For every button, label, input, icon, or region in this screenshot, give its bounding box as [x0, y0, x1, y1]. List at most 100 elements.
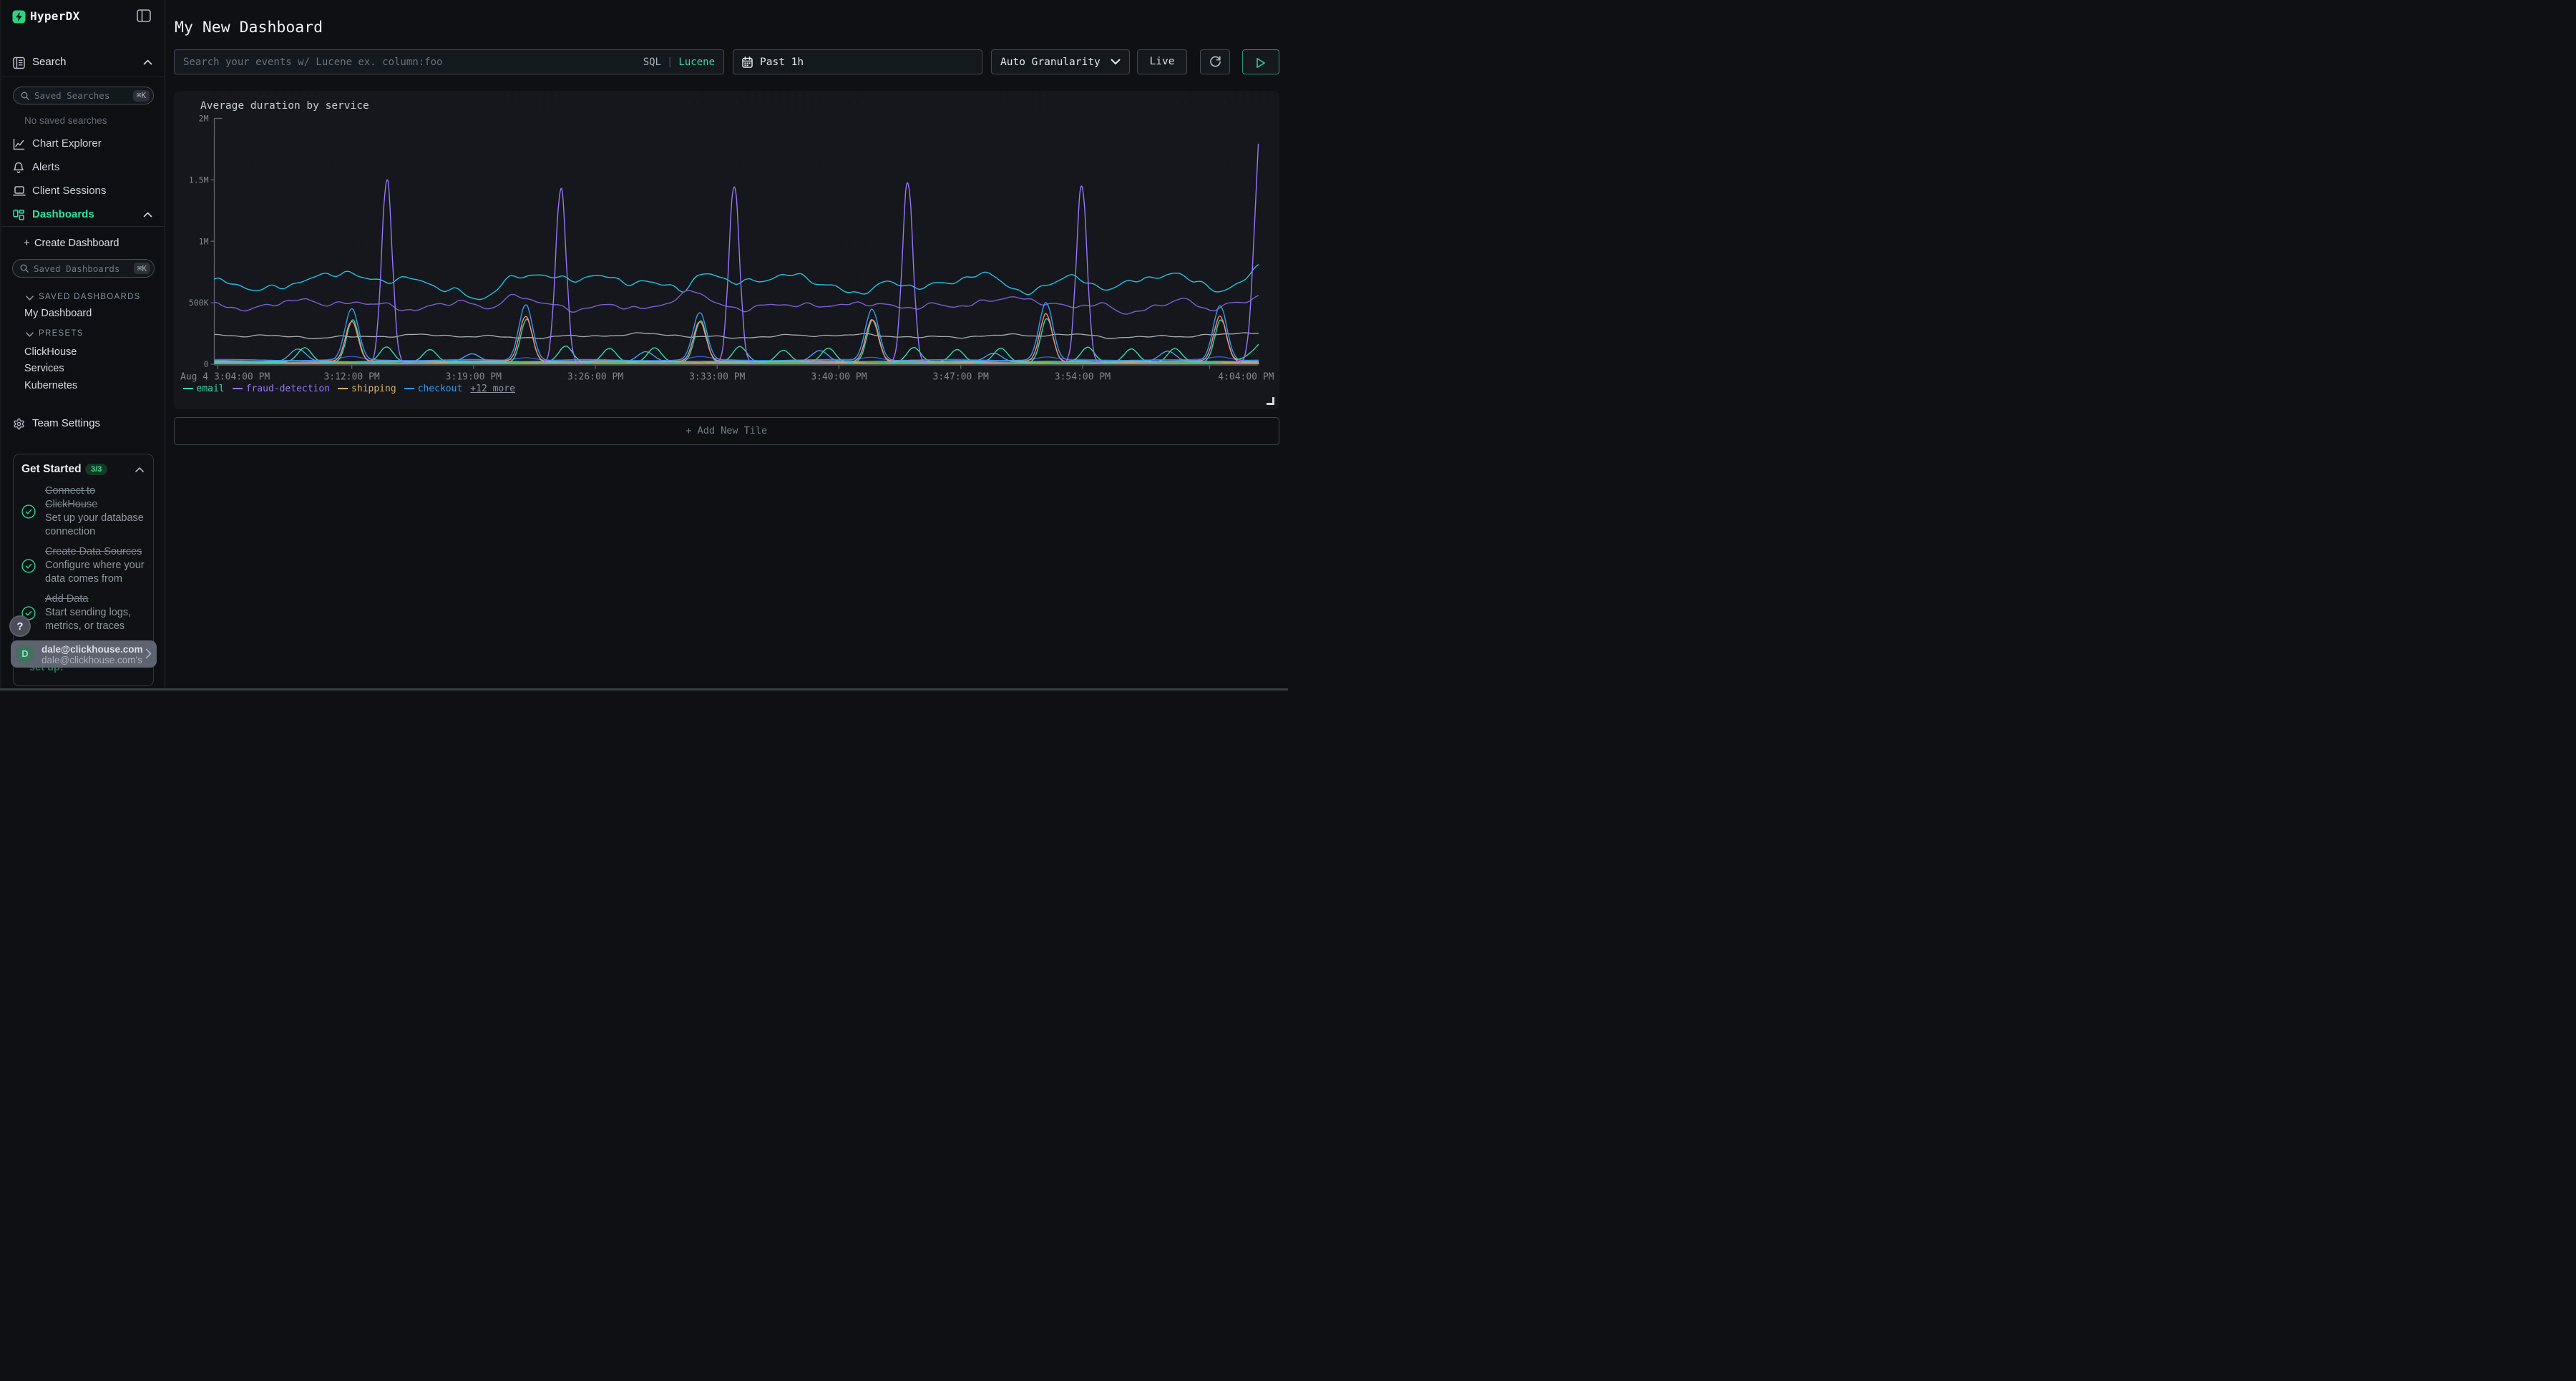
get-started-progress-badge: 3/3 [85, 464, 108, 475]
sidebar-collapse-icon[interactable] [137, 9, 151, 22]
svg-text:3:26:00 PM: 3:26:00 PM [567, 371, 623, 382]
svg-text:3:40:00 PM: 3:40:00 PM [811, 371, 867, 382]
sidebar-item-services[interactable]: Services [24, 363, 64, 374]
saved-searches-input[interactable]: Saved Searches ⌘K [13, 87, 154, 104]
sidebar-item-label: Client Sessions [32, 185, 107, 197]
presets-header[interactable]: PRESETS [1, 328, 165, 340]
lucene-toggle[interactable]: Lucene [678, 56, 715, 68]
user-menu[interactable]: D dale@clickhouse.com dale@clickhouse.co… [11, 640, 157, 668]
bell-icon [13, 162, 24, 174]
saved-dashboards-placeholder: Saved Dashboards [34, 263, 120, 274]
event-search-input[interactable]: Search your events w/ Lucene ex. column:… [174, 49, 724, 74]
team-settings-label: Team Settings [32, 417, 101, 429]
legend-more-link[interactable]: +12 more [470, 383, 515, 394]
saved-dashboards-header[interactable]: SAVED DASHBOARDS [1, 292, 165, 303]
calendar-icon [742, 56, 753, 68]
search-icon [21, 92, 29, 100]
sidebar-item-my-dashboard[interactable]: My Dashboard [24, 308, 92, 319]
refresh-icon [1209, 56, 1221, 67]
legend-swatch [404, 388, 414, 389]
chart-title: Average duration by service [200, 99, 369, 112]
main-area: My New Dashboard Search your events w/ L… [166, 0, 1288, 688]
legend-label: fraud-detection [245, 383, 331, 394]
sidebar-item-dashboards[interactable]: Dashboards [1, 203, 165, 227]
get-started-item[interactable]: Connect to ClickHouse Set up your databas… [21, 484, 145, 539]
svg-text:3:54:00 PM: 3:54:00 PM [1054, 371, 1110, 382]
page-title: My New Dashboard [175, 19, 323, 36]
saved-dashboards-input[interactable]: Saved Dashboards ⌘K [12, 259, 155, 278]
get-started-item-title: Add Data [45, 593, 89, 605]
chevron-up-icon[interactable] [143, 212, 152, 218]
get-started-item[interactable]: Add Data Start sending logs, metrics, or … [21, 592, 145, 633]
search-section-icon [13, 57, 25, 69]
sidebar-item-kubernetes[interactable]: Kubernetes [24, 379, 78, 391]
chevron-up-icon[interactable] [135, 467, 144, 472]
user-email: dale@clickhouse.com [42, 643, 143, 655]
legend-item-email[interactable]: email [182, 384, 225, 394]
granularity-select[interactable]: Auto Granularity [991, 49, 1130, 74]
legend-swatch [182, 388, 193, 389]
create-dashboard-button[interactable]: + Create Dashboard [1, 236, 165, 252]
sidebar-item-team-settings[interactable]: Team Settings [1, 415, 165, 434]
get-started-item-subtitle: Start sending logs, metrics, or traces [45, 607, 132, 632]
get-started-item-title: Connect to ClickHouse [45, 485, 98, 510]
get-started-item-title: Create Data Sources [45, 546, 142, 557]
legend-item-fraud-detection[interactable]: fraud-detection [232, 383, 331, 394]
svg-text:0: 0 [203, 359, 208, 369]
get-started-item-subtitle: Set up your database connection [45, 512, 144, 537]
get-started-items: Connect to ClickHouse Set up your databas… [14, 484, 153, 633]
live-button[interactable]: Live [1137, 49, 1187, 74]
search-icon [20, 264, 29, 273]
sidebar-item-search[interactable]: Search [1, 54, 165, 72]
sidebar-item-label: Dashboards [32, 208, 94, 220]
user-org: dale@clickhouse.com's [42, 654, 142, 665]
sidebar: HyperDX Search Saved Searches ⌘K No save… [0, 0, 165, 688]
sql-toggle[interactable]: SQL [643, 56, 661, 68]
svg-text:1.5M: 1.5M [188, 175, 208, 185]
legend-item-checkout[interactable]: checkout [404, 383, 463, 394]
language-toggle: SQL | Lucene [643, 57, 715, 68]
get-started-title: Get Started [21, 463, 82, 475]
event-search-placeholder: Search your events w/ Lucene ex. column:… [183, 56, 443, 68]
gear-icon [13, 418, 25, 430]
no-saved-searches-note: No saved searches [24, 115, 107, 126]
sidebar-item-alerts[interactable]: Alerts [1, 156, 165, 180]
svg-text:3:12:00 PM: 3:12:00 PM [323, 371, 379, 382]
help-button[interactable]: ? [9, 615, 31, 637]
divider [1, 226, 165, 227]
brand-name: HyperDX [30, 9, 80, 23]
laptop-icon [13, 185, 26, 197]
chart-tile: Average duration by service 0 500K 1M 1.5M 2… [173, 90, 1280, 409]
chart-legend: email fraud-detection shipping checkout +12 … [182, 382, 515, 395]
svg-text:Aug 4 3:04:00 PM: Aug 4 3:04:00 PM [180, 371, 270, 382]
add-new-tile-button[interactable]: + Add New Tile [173, 417, 1279, 445]
sidebar-item-chart-explorer[interactable]: Chart Explorer [1, 132, 165, 156]
sidebar-item-label: Chart Explorer [32, 137, 102, 150]
sidebar-item-client-sessions[interactable]: Client Sessions [1, 180, 165, 203]
svg-text:3:33:00 PM: 3:33:00 PM [689, 371, 745, 382]
get-started-header[interactable]: Get Started 3/3 [14, 454, 153, 480]
svg-text:4:04:00 PM: 4:04:00 PM [1218, 371, 1274, 382]
time-range-value: Past 1h [760, 56, 804, 68]
tile-resize-handle[interactable] [1267, 396, 1274, 405]
sidebar-item-label: Alerts [32, 161, 60, 173]
presets-header-label: PRESETS [39, 329, 84, 338]
play-button[interactable] [1242, 49, 1279, 74]
granularity-value: Auto Granularity [1000, 56, 1101, 68]
chevron-up-icon[interactable] [143, 59, 152, 65]
chevron-down-icon [1111, 59, 1121, 64]
legend-label: checkout [417, 383, 463, 394]
saved-dashboards-header-label: SAVED DASHBOARDS [39, 293, 141, 301]
svg-text:2M: 2M [198, 113, 208, 123]
line-chart[interactable]: 0 500K 1M 1.5M 2M Aug 4 3:04:00 PM 3:12:00 PM 3… [174, 91, 1280, 409]
get-started-item[interactable]: Create Data Sources Configure where your … [21, 545, 145, 586]
time-range-input[interactable]: Past 1h [733, 49, 982, 74]
check-circle-icon [21, 504, 36, 519]
legend-item-shipping[interactable]: shipping [338, 384, 396, 394]
check-circle-icon [21, 558, 36, 573]
legend-swatch [232, 388, 243, 389]
refresh-button[interactable] [1200, 49, 1230, 74]
svg-text:3:19:00 PM: 3:19:00 PM [445, 371, 501, 382]
sidebar-item-clickhouse[interactable]: ClickHouse [24, 346, 77, 358]
logo-row: HyperDX [1, 9, 165, 26]
